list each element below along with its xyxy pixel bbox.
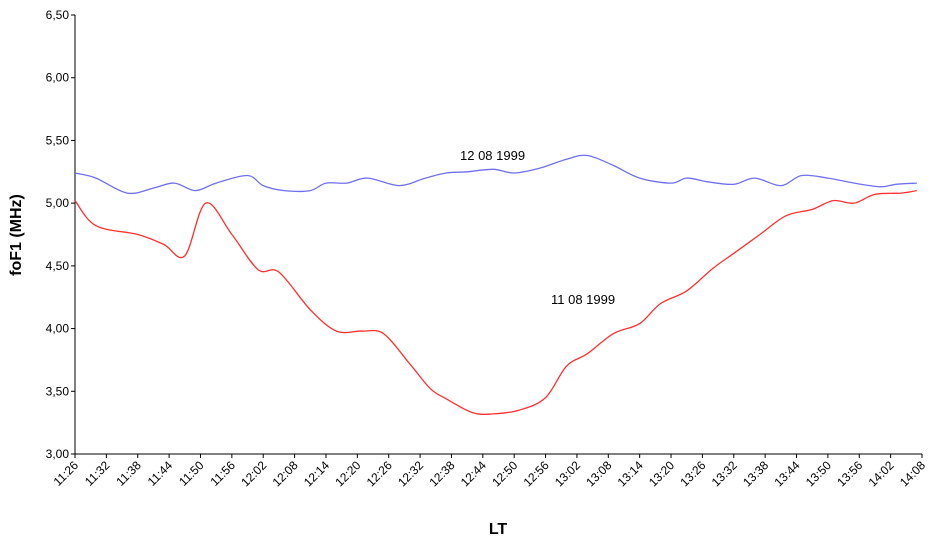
x-tick-label: 14:08 xyxy=(897,458,928,489)
y-tick-label: 5,50 xyxy=(46,133,70,147)
x-tick-label: 12:50 xyxy=(489,458,520,489)
series-line-11-08-1999 xyxy=(74,189,917,415)
x-tick-label: 12:32 xyxy=(395,458,426,489)
y-tick-label: 3,50 xyxy=(46,384,70,398)
x-tick-label: 13:26 xyxy=(677,458,708,489)
y-tick-label: 6,50 xyxy=(46,8,70,22)
x-tick-label: 11:44 xyxy=(145,458,176,489)
y-tick-label: 4,00 xyxy=(46,322,70,336)
x-tick-label: 12:08 xyxy=(270,458,301,489)
x-tick-label: 13:38 xyxy=(740,458,771,489)
x-tick-label: 13:56 xyxy=(834,458,865,489)
x-tick-label: 11:56 xyxy=(207,458,238,489)
x-tick-label: 11:32 xyxy=(82,458,113,489)
y-tick-label: 4,50 xyxy=(46,259,70,273)
x-tick-label: 12:20 xyxy=(332,458,363,489)
x-tick-label: 13:14 xyxy=(615,458,646,489)
y-tick-label: 5,00 xyxy=(46,196,70,210)
x-tick-label: 12:14 xyxy=(301,458,332,489)
x-tick-label: 12:02 xyxy=(238,458,269,489)
x-tick-label: 13:20 xyxy=(646,458,677,489)
x-axis-title: LT xyxy=(489,521,508,538)
x-tick-label: 11:50 xyxy=(176,458,207,489)
x-tick-label: 12:44 xyxy=(458,458,489,489)
x-tick-label: 11:26 xyxy=(51,458,82,489)
y-tick-label: 6,00 xyxy=(46,71,70,85)
y-axis-title: foF1 (MHz) xyxy=(8,194,25,276)
x-tick-label: 13:08 xyxy=(583,458,614,489)
series-group xyxy=(74,154,917,415)
series-line-12-08-1999 xyxy=(74,154,917,195)
x-tick-label: 13:32 xyxy=(709,458,740,489)
x-tick-label: 14:02 xyxy=(866,458,897,489)
series-label-12-08-1999: 12 08 1999 xyxy=(460,148,525,163)
x-tick-label: 12:38 xyxy=(426,458,457,489)
plot-area xyxy=(74,15,922,455)
series-label-11-08-1999: 11 08 1999 xyxy=(551,292,615,307)
x-tick-label: 12:26 xyxy=(364,458,395,489)
y-axis: 3,00 3,50 4,00 4,50 5,00 5,50 6,00 6,50 xyxy=(46,8,75,461)
x-tick-label: 13:02 xyxy=(552,458,583,489)
x-tick-label: 13:44 xyxy=(772,458,803,489)
x-tick-label: 11:38 xyxy=(113,458,144,489)
x-axis: 11:26 11:32 11:38 11:44 11:50 11:56 12:02 12:08… xyxy=(51,454,928,489)
y-tick-label: 3,00 xyxy=(46,447,70,461)
x-tick-label: 12:56 xyxy=(521,458,552,489)
x-tick-label: 13:50 xyxy=(803,458,834,489)
